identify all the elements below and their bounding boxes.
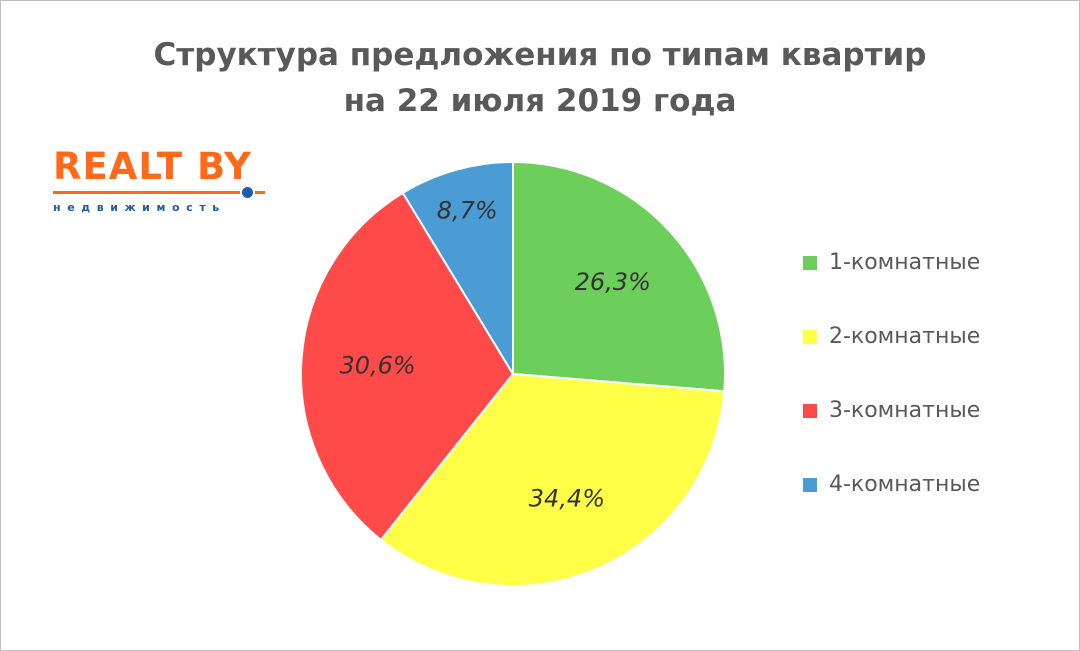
legend-label: 1-комнатные [829,250,981,275]
pie-slice-2 [379,372,726,587]
legend-swatch [803,256,817,270]
slice-label-1: 26,3% [575,268,651,296]
legend-label: 3-комнатные [829,398,981,423]
logo-underline [53,191,265,194]
logo-subtitle: недвижимость [53,201,226,214]
legend-label: 4-комнатные [829,472,981,497]
legend-swatch [803,478,817,492]
chart-title-line-1: Структура предложения по типам квартир [153,37,927,73]
slice-label-2: 34,4% [529,485,605,513]
chart-title-line-2: на 22 июля 2019 года [343,83,737,119]
logo-wordmark: REALT BY [53,145,252,188]
logo-dot-icon [240,185,255,200]
realt-by-logo: REALT BY недвижимость [53,147,275,227]
slice-label-3: 30,6% [339,351,415,379]
legend-swatch [803,404,817,418]
legend-swatch [803,330,817,344]
pie-slice-1 [512,160,726,393]
slice-label-4: 8,7% [437,197,498,225]
legend-label: 2-комнатные [829,324,981,349]
pie-slice-3 [300,191,515,542]
pie-slice-4 [401,160,514,378]
